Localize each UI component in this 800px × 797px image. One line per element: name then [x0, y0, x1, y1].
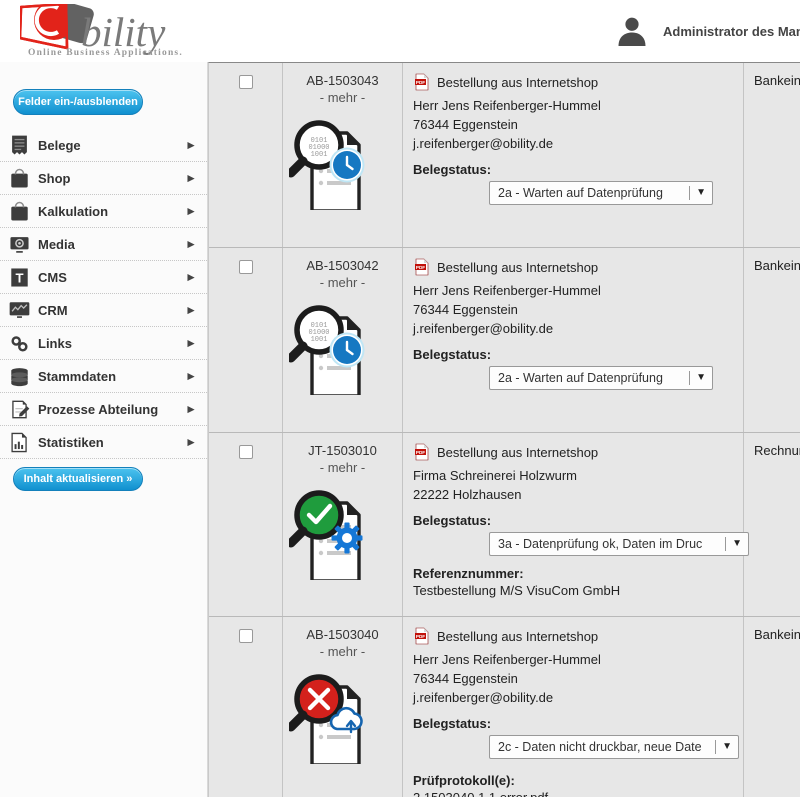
- svg-text:T: T: [15, 270, 23, 285]
- svg-text:1001: 1001: [311, 151, 328, 159]
- svg-text:PDF: PDF: [416, 265, 425, 270]
- svg-text:1001: 1001: [311, 336, 328, 344]
- svg-text:PDF: PDF: [416, 450, 425, 455]
- svg-text:PDF: PDF: [416, 634, 425, 639]
- svg-text:PDF: PDF: [416, 80, 425, 85]
